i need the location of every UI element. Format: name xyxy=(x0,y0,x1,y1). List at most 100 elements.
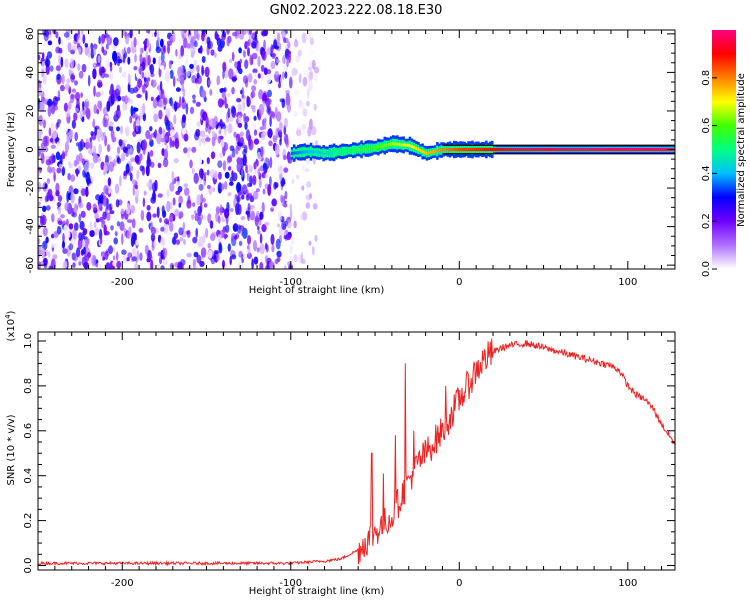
ridge-core xyxy=(455,147,458,152)
noise-speckle xyxy=(207,250,213,259)
noise-speckle xyxy=(106,119,110,128)
ridge-core xyxy=(566,147,569,152)
noise-speckle xyxy=(107,184,112,195)
snr-y-tick-label: 1.0 xyxy=(23,333,34,349)
noise-speckle xyxy=(97,55,101,64)
noise-speckle xyxy=(87,47,92,59)
noise-speckle xyxy=(266,69,272,75)
noise-speckle xyxy=(247,47,250,57)
ridge-core xyxy=(627,147,631,152)
ridge-core xyxy=(564,147,567,152)
noise-speckle xyxy=(38,54,41,61)
ridge-core xyxy=(489,147,492,152)
noise-speckle xyxy=(205,227,209,239)
snr-y-tick-label: 0.0 xyxy=(23,558,34,574)
noise-speckle xyxy=(194,263,198,269)
noise-speckle xyxy=(50,122,55,132)
snr-x-axis-label: Height of straight line (km) xyxy=(249,586,385,597)
noise-speckle xyxy=(263,30,268,37)
noise-speckle xyxy=(92,68,97,80)
noise-speckle xyxy=(236,60,241,72)
noise-speckle xyxy=(109,121,114,127)
noise-speckle xyxy=(98,144,102,155)
noise-speckle xyxy=(150,259,154,269)
ridge-core xyxy=(619,147,623,152)
noise-speckle xyxy=(63,127,68,134)
ridge-core xyxy=(307,149,311,153)
noise-speckle xyxy=(84,161,90,174)
noise-speckle xyxy=(206,169,210,176)
noise-speckle xyxy=(84,98,89,110)
noise-speckle xyxy=(162,97,168,105)
noise-speckle xyxy=(166,189,170,198)
noise-speckle xyxy=(72,228,77,241)
ridge-core xyxy=(645,147,648,152)
noise-speckle xyxy=(73,202,78,215)
noise-speckle xyxy=(125,33,129,46)
noise-speckle xyxy=(230,207,234,213)
noise-speckle xyxy=(226,30,230,35)
noise-speckle xyxy=(157,37,161,43)
spec-y-tick-label: 0 xyxy=(25,146,36,152)
ridge-core xyxy=(375,146,378,150)
noise-speckle xyxy=(145,50,149,56)
noise-speckle xyxy=(227,192,232,197)
noise-speckle xyxy=(38,201,41,206)
noise-speckle xyxy=(70,174,76,182)
noise-speckle xyxy=(274,258,279,265)
noise-speckle xyxy=(84,254,90,262)
noise-speckle xyxy=(160,237,166,247)
noise-speckle xyxy=(76,168,79,177)
noise-speckle xyxy=(164,165,169,177)
ridge-core xyxy=(548,147,551,152)
noise-speckle xyxy=(89,140,93,152)
noise-speckle xyxy=(127,56,131,65)
noise-speckle xyxy=(274,106,278,119)
noise-speckle xyxy=(308,44,314,56)
noise-speckle xyxy=(70,191,75,204)
noise-speckle xyxy=(259,243,265,255)
noise-speckle xyxy=(236,98,242,103)
noise-speckle xyxy=(104,73,109,78)
ridge-core xyxy=(364,147,367,151)
colorbar: 0.0 0.2 0.4 0.6 0.8 Normalized spectral ampli… xyxy=(701,30,747,277)
noise-speckle xyxy=(228,68,234,80)
noise-speckle xyxy=(241,87,245,99)
noise-speckle xyxy=(90,162,95,170)
noise-speckle xyxy=(222,259,225,269)
snr-frame xyxy=(37,331,676,571)
noise-speckle xyxy=(197,205,202,217)
noise-speckle xyxy=(286,219,292,229)
noise-speckle xyxy=(293,254,298,263)
noise-speckle xyxy=(250,90,256,99)
noise-speckle xyxy=(71,119,76,129)
noise-speckle xyxy=(125,163,130,175)
spec-x-tick-label: 100 xyxy=(618,277,637,288)
noise-speckle xyxy=(222,61,227,72)
noise-speckle xyxy=(135,239,140,246)
ridge-core xyxy=(343,149,346,153)
noise-speckle xyxy=(158,109,163,120)
ridge-core xyxy=(544,147,547,152)
noise-speckle xyxy=(192,99,196,104)
noise-speckle xyxy=(264,255,268,264)
noise-speckle xyxy=(185,102,189,115)
noise-speckle xyxy=(267,128,273,139)
noise-speckle xyxy=(213,250,219,255)
noise-speckle xyxy=(92,203,97,211)
noise-speckle xyxy=(258,89,264,100)
noise-speckle xyxy=(233,225,237,232)
noise-speckle xyxy=(237,114,242,124)
noise-speckle xyxy=(81,63,87,73)
noise-speckle xyxy=(169,214,174,223)
noise-speckle xyxy=(196,254,202,264)
noise-speckle xyxy=(116,55,121,67)
noise-speckle xyxy=(193,30,199,39)
noise-speckle xyxy=(163,222,169,235)
noise-speckle xyxy=(127,73,131,85)
snr-y-tick-label: 0.2 xyxy=(23,513,34,529)
noise-speckle xyxy=(261,131,266,141)
noise-speckle xyxy=(259,233,263,244)
noise-speckle xyxy=(212,187,216,193)
noise-speckle xyxy=(251,41,257,49)
